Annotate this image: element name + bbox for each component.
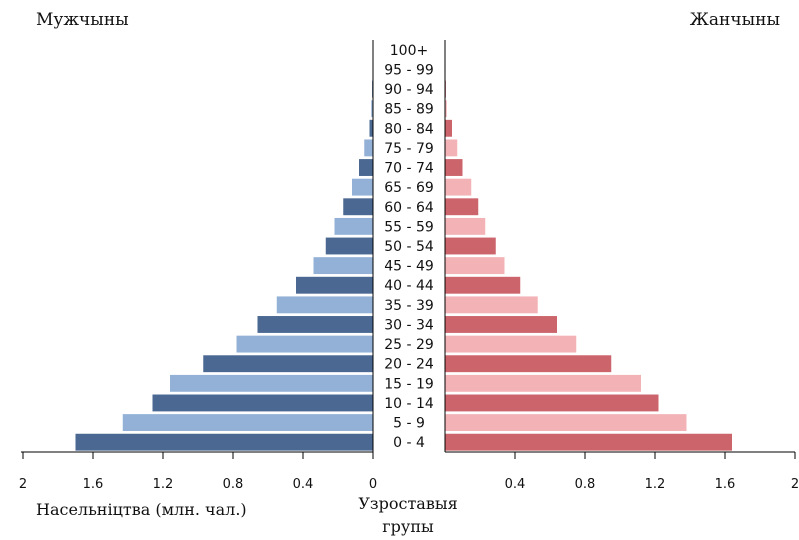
tick-label-10: 2	[791, 477, 799, 492]
age-group-label-18: 90 - 94	[384, 82, 434, 98]
age-group-label-0: 0 - 4	[393, 435, 425, 451]
center-label-line-1: Узроставыя	[358, 494, 457, 513]
age-group-label-9: 45 - 49	[384, 259, 434, 275]
female-bar-0	[445, 433, 732, 451]
age-group-label-6: 30 - 34	[384, 317, 434, 333]
age-group-label-20: 100+	[390, 43, 428, 59]
age-group-label-14: 70 - 74	[384, 161, 434, 177]
tick-label-6: 0.4	[505, 477, 526, 492]
x-axis-label: Насельніцтва (млн. чал.)	[36, 500, 247, 519]
female-bar-7	[445, 296, 538, 314]
age-group-label-10: 50 - 54	[384, 239, 434, 255]
female-bar-5	[445, 335, 577, 353]
female-bar-17	[445, 100, 447, 118]
male-bar-2	[152, 394, 373, 412]
female-bars	[445, 41, 732, 451]
male-bar-8	[296, 276, 373, 294]
male-bar-11	[334, 217, 373, 235]
female-bar-10	[445, 237, 496, 255]
male-bar-7	[276, 296, 373, 314]
female-bar-12	[445, 198, 479, 216]
center-label-line-2: групы	[382, 517, 434, 536]
male-bar-0	[75, 433, 373, 451]
female-bar-15	[445, 139, 458, 157]
age-group-label-17: 85 - 89	[384, 102, 434, 118]
age-group-label-12: 60 - 64	[384, 200, 434, 216]
tick-label-7: 0.8	[575, 477, 596, 492]
age-group-label-1: 5 - 9	[393, 416, 425, 432]
female-bar-11	[445, 217, 486, 235]
male-bar-10	[325, 237, 373, 255]
male-bar-12	[343, 198, 373, 216]
age-group-label-3: 15 - 19	[384, 376, 434, 392]
tick-label-4: 0.4	[293, 477, 314, 492]
female-bar-3	[445, 374, 641, 392]
male-bar-1	[122, 414, 373, 432]
male-bars	[75, 41, 373, 451]
age-group-label-13: 65 - 69	[384, 180, 434, 196]
male-bar-3	[170, 374, 373, 392]
age-group-label-2: 10 - 14	[384, 396, 434, 412]
female-bar-9	[445, 257, 505, 275]
age-group-label-16: 80 - 84	[384, 121, 434, 137]
tick-label-3: 0.8	[223, 477, 244, 492]
age-group-label-5: 25 - 29	[384, 337, 434, 353]
female-bar-16	[445, 119, 452, 137]
male-bar-17	[371, 100, 373, 118]
tick-label-5: 0	[369, 477, 377, 492]
tick-label-9: 1.6	[715, 477, 736, 492]
male-bar-15	[364, 139, 373, 157]
age-group-label-11: 55 - 59	[384, 219, 434, 235]
male-bar-4	[203, 355, 373, 373]
tick-label-8: 1.2	[645, 477, 666, 492]
tick-label-0: 2	[19, 477, 27, 492]
male-title: Мужчыны	[36, 10, 129, 30]
female-bar-4	[445, 355, 612, 373]
male-bar-14	[359, 159, 373, 176]
male-bar-16	[369, 119, 373, 137]
age-group-label-7: 35 - 39	[384, 298, 434, 314]
female-bar-13	[445, 178, 472, 196]
age-group-label-4: 20 - 24	[384, 357, 434, 373]
female-bar-8	[445, 276, 521, 294]
female-title: Жанчыны	[690, 10, 780, 30]
age-group-labels: 0 - 4 5 - 9 10 - 14 15 - 19 20 - 24 25 - 29 30…	[384, 43, 434, 451]
age-group-label-15: 75 - 79	[384, 141, 434, 157]
x-axis-ticks: 2 1.6 1.2 0.8 0.4 0 0.4 0.8 1.2 1.6 2	[19, 40, 799, 492]
age-group-label-8: 40 - 44	[384, 278, 434, 294]
tick-label-1: 1.6	[83, 477, 104, 492]
female-bar-6	[445, 316, 557, 333]
female-bar-2	[445, 394, 659, 412]
female-bar-14	[445, 159, 463, 176]
tick-label-2: 1.2	[153, 477, 174, 492]
male-bar-9	[313, 257, 373, 275]
male-bar-13	[352, 178, 373, 196]
age-group-label-19: 95 - 99	[384, 62, 434, 78]
female-bar-1	[445, 414, 687, 432]
male-bar-6	[257, 316, 373, 333]
male-bar-5	[236, 335, 373, 353]
